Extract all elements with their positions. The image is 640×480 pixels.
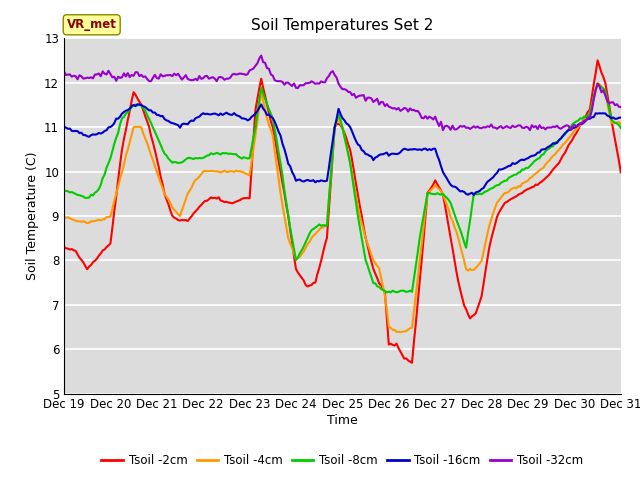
- Legend: Tsoil -2cm, Tsoil -4cm, Tsoil -8cm, Tsoil -16cm, Tsoil -32cm: Tsoil -2cm, Tsoil -4cm, Tsoil -8cm, Tsoi…: [97, 449, 588, 472]
- X-axis label: Time: Time: [327, 414, 358, 427]
- Text: VR_met: VR_met: [67, 18, 116, 31]
- Title: Soil Temperatures Set 2: Soil Temperatures Set 2: [252, 18, 433, 33]
- Y-axis label: Soil Temperature (C): Soil Temperature (C): [26, 152, 38, 280]
